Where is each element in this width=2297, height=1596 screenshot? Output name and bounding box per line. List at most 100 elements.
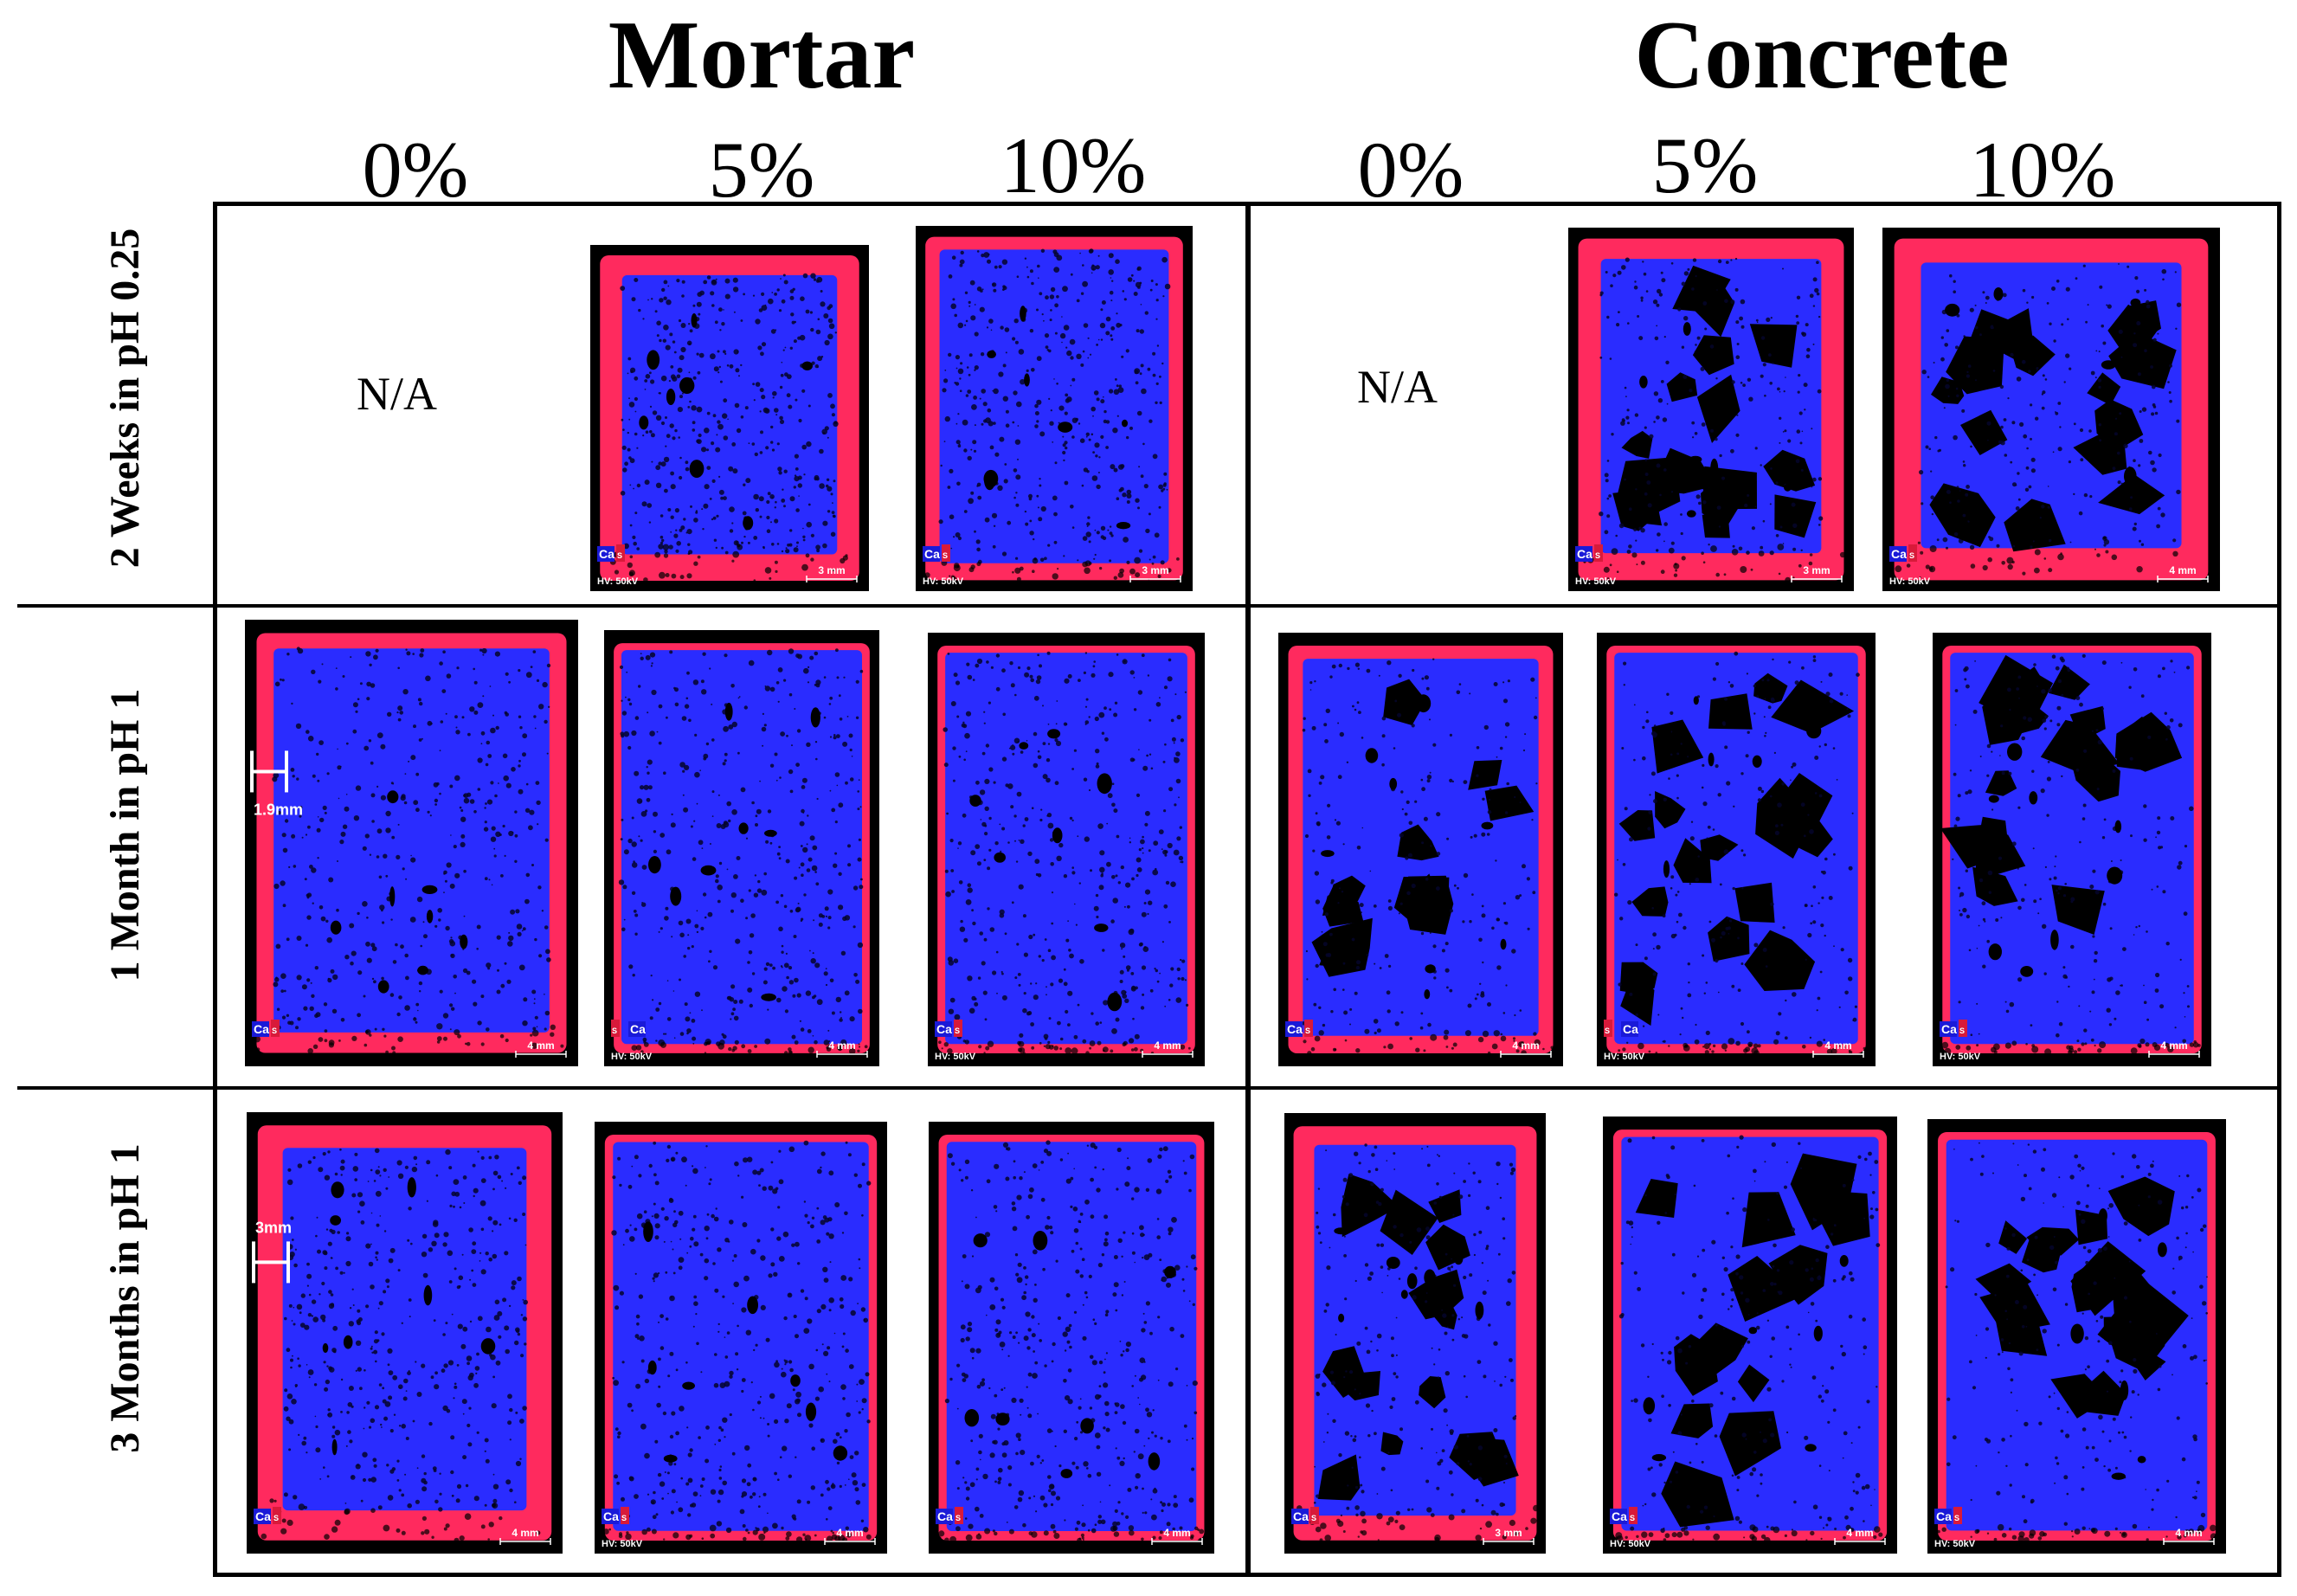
- calcium-element-tag: Ca: [1623, 1022, 1638, 1036]
- calcium-element-tag: Ca: [254, 1022, 269, 1036]
- micrograph-concrete-5-1month: Ca S HV: 50kV 4 mm: [1597, 633, 1876, 1066]
- sulfur-element-tag: S: [1311, 1514, 1316, 1522]
- scale-bar-label: 3 mm: [1142, 564, 1168, 576]
- scale-bar-label: 3 mm: [1495, 1527, 1522, 1539]
- micrograph-canvas: Ca S 4 mm: [929, 1122, 1214, 1554]
- micrograph-mortar-10-2weeks: Ca S HV: 50kV 3 mm: [916, 226, 1193, 591]
- scale-bar-label: 4 mm: [828, 1039, 855, 1052]
- mortar-5-header: 5%: [708, 125, 815, 214]
- hv-label: HV: 50kV: [1934, 1539, 1976, 1549]
- micrograph-concrete-10-3months: Ca S HV: 50kV 4 mm: [1927, 1119, 2226, 1554]
- sulfur-element-tag: S: [272, 1026, 277, 1035]
- calcium-element-tag: Ca: [924, 547, 940, 561]
- calcium-element-tag: Ca: [1287, 1022, 1303, 1036]
- sulfur-element-tag: S: [1909, 551, 1914, 560]
- scale-bar-label: 4 mm: [1846, 1527, 1873, 1539]
- concrete-10-header: 10%: [1969, 125, 2116, 214]
- row-label-2-weeks: 2 Weeks in pH 0.25: [102, 228, 148, 569]
- mortar-0-header: 0%: [362, 125, 469, 214]
- calcium-element-tag: Ca: [1612, 1509, 1627, 1523]
- hv-label: HV: 50kV: [1604, 1052, 1645, 1062]
- micrograph-mortar-0-3months: 3mm Ca S 4 mm: [247, 1112, 563, 1554]
- calcium-element-tag: Ca: [1577, 547, 1592, 561]
- micrograph-canvas: Ca S 4 mm: [1278, 633, 1563, 1066]
- micrograph-canvas: 1.9mm Ca S 4 mm: [245, 620, 578, 1066]
- micrograph-concrete-0-1month: Ca S 4 mm: [1278, 633, 1563, 1066]
- scale-bar-label: 4 mm: [1824, 1039, 1851, 1052]
- row-label-1-month: 1 Month in pH 1: [102, 688, 148, 982]
- micrograph-concrete-5-2weeks: Ca S HV: 50kV 3 mm: [1568, 228, 1854, 591]
- hv-label: HV: 50kV: [597, 576, 639, 587]
- concrete-5-header: 5%: [1651, 121, 1759, 209]
- hv-label: HV: 50kV: [602, 1539, 643, 1549]
- sulfur-element-tag: S: [1605, 1026, 1610, 1035]
- hv-label: HV: 50kV: [1575, 576, 1617, 587]
- mortar-10-header: 10%: [1000, 121, 1147, 209]
- calcium-element-tag: Ca: [603, 1509, 619, 1523]
- micrograph-concrete-10-2weeks: Ca S HV: 50kV 4 mm: [1882, 228, 2220, 591]
- concrete-0-na-label: N/A: [1357, 361, 1438, 413]
- micrograph-canvas: Ca S HV: 50kV 3 mm: [916, 226, 1193, 591]
- mortar-title: Mortar: [608, 2, 916, 109]
- calcium-element-tag: Ca: [1941, 1022, 1957, 1036]
- calcium-element-tag: Ca: [1891, 547, 1907, 561]
- scale-bar-label: 4 mm: [1154, 1039, 1181, 1052]
- micrograph-canvas: Ca S HV: 50kV 3 mm: [590, 245, 869, 591]
- micrograph-concrete-5-3months: Ca S HV: 50kV 4 mm: [1603, 1117, 1897, 1554]
- measurement-label: 3mm: [255, 1219, 292, 1236]
- scale-bar-label: 3 mm: [818, 564, 845, 576]
- scale-bar-label: 4 mm: [836, 1527, 863, 1539]
- micrograph-mortar-5-1month: Ca S HV: 50kV 4 mm: [604, 630, 879, 1066]
- measurement-label: 1.9mm: [254, 801, 303, 818]
- calcium-element-tag: Ca: [936, 1022, 952, 1036]
- calcium-element-tag: Ca: [1293, 1509, 1309, 1523]
- micrograph-concrete-10-1month: Ca S HV: 50kV 4 mm: [1933, 633, 2211, 1066]
- concrete-panel-frame: [1246, 202, 2281, 1577]
- sulfur-element-tag: S: [1954, 1514, 1959, 1522]
- hv-label: HV: 50kV: [923, 576, 964, 587]
- sulfur-element-tag: S: [955, 1026, 960, 1035]
- calcium-element-tag: Ca: [630, 1022, 646, 1036]
- micrograph-mortar-0-1month: 1.9mm Ca S 4 mm: [245, 620, 578, 1066]
- micrograph-mortar-5-3months: Ca S HV: 50kV 4 mm: [595, 1122, 887, 1554]
- sulfur-element-tag: S: [955, 1514, 961, 1522]
- scale-bar-label: 4 mm: [512, 1527, 538, 1539]
- micrograph-mortar-10-3months: Ca S 4 mm: [929, 1122, 1214, 1554]
- hv-label: HV: 50kV: [1940, 1052, 1981, 1062]
- calcium-element-tag: Ca: [937, 1509, 953, 1523]
- scale-bar-label: 4 mm: [1163, 1527, 1190, 1539]
- sulfur-element-tag: S: [621, 1514, 627, 1522]
- micrograph-canvas: Ca S 3 mm: [1284, 1113, 1546, 1554]
- row-label-3-months: 3 Months in pH 1: [102, 1143, 148, 1453]
- scale-bar-label: 3 mm: [1803, 564, 1830, 576]
- concrete-0-header: 0%: [1357, 125, 1464, 214]
- sulfur-element-tag: S: [1595, 551, 1600, 560]
- sulfur-element-tag: S: [1959, 1026, 1965, 1035]
- micrograph-canvas: Ca S HV: 50kV 3 mm: [1568, 228, 1854, 591]
- hv-label: HV: 50kV: [1889, 576, 1931, 587]
- sulfur-element-tag: S: [617, 551, 622, 560]
- micrograph-mortar-10-1month: Ca S HV: 50kV 4 mm: [928, 633, 1205, 1066]
- calcium-element-tag: Ca: [255, 1509, 271, 1523]
- sulfur-element-tag: S: [1305, 1026, 1310, 1035]
- hv-label: HV: 50kV: [935, 1052, 976, 1062]
- mortar-0-na-label: N/A: [357, 368, 437, 420]
- row-divider-2: [17, 1086, 2281, 1090]
- scale-bar-label: 4 mm: [2175, 1527, 2202, 1539]
- sulfur-element-tag: S: [943, 551, 948, 560]
- sulfur-element-tag: S: [612, 1026, 617, 1035]
- calcium-element-tag: Ca: [1936, 1509, 1952, 1523]
- sulfur-element-tag: S: [1630, 1514, 1635, 1522]
- micrograph-canvas: 3mm Ca S 4 mm: [247, 1112, 563, 1554]
- micrograph-canvas: Ca S HV: 50kV 4 mm: [1597, 633, 1876, 1066]
- row-divider-1: [17, 604, 2281, 608]
- calcium-element-tag: Ca: [599, 547, 614, 561]
- concrete-title: Concrete: [1634, 2, 2010, 109]
- scale-bar-label: 4 mm: [1512, 1039, 1539, 1052]
